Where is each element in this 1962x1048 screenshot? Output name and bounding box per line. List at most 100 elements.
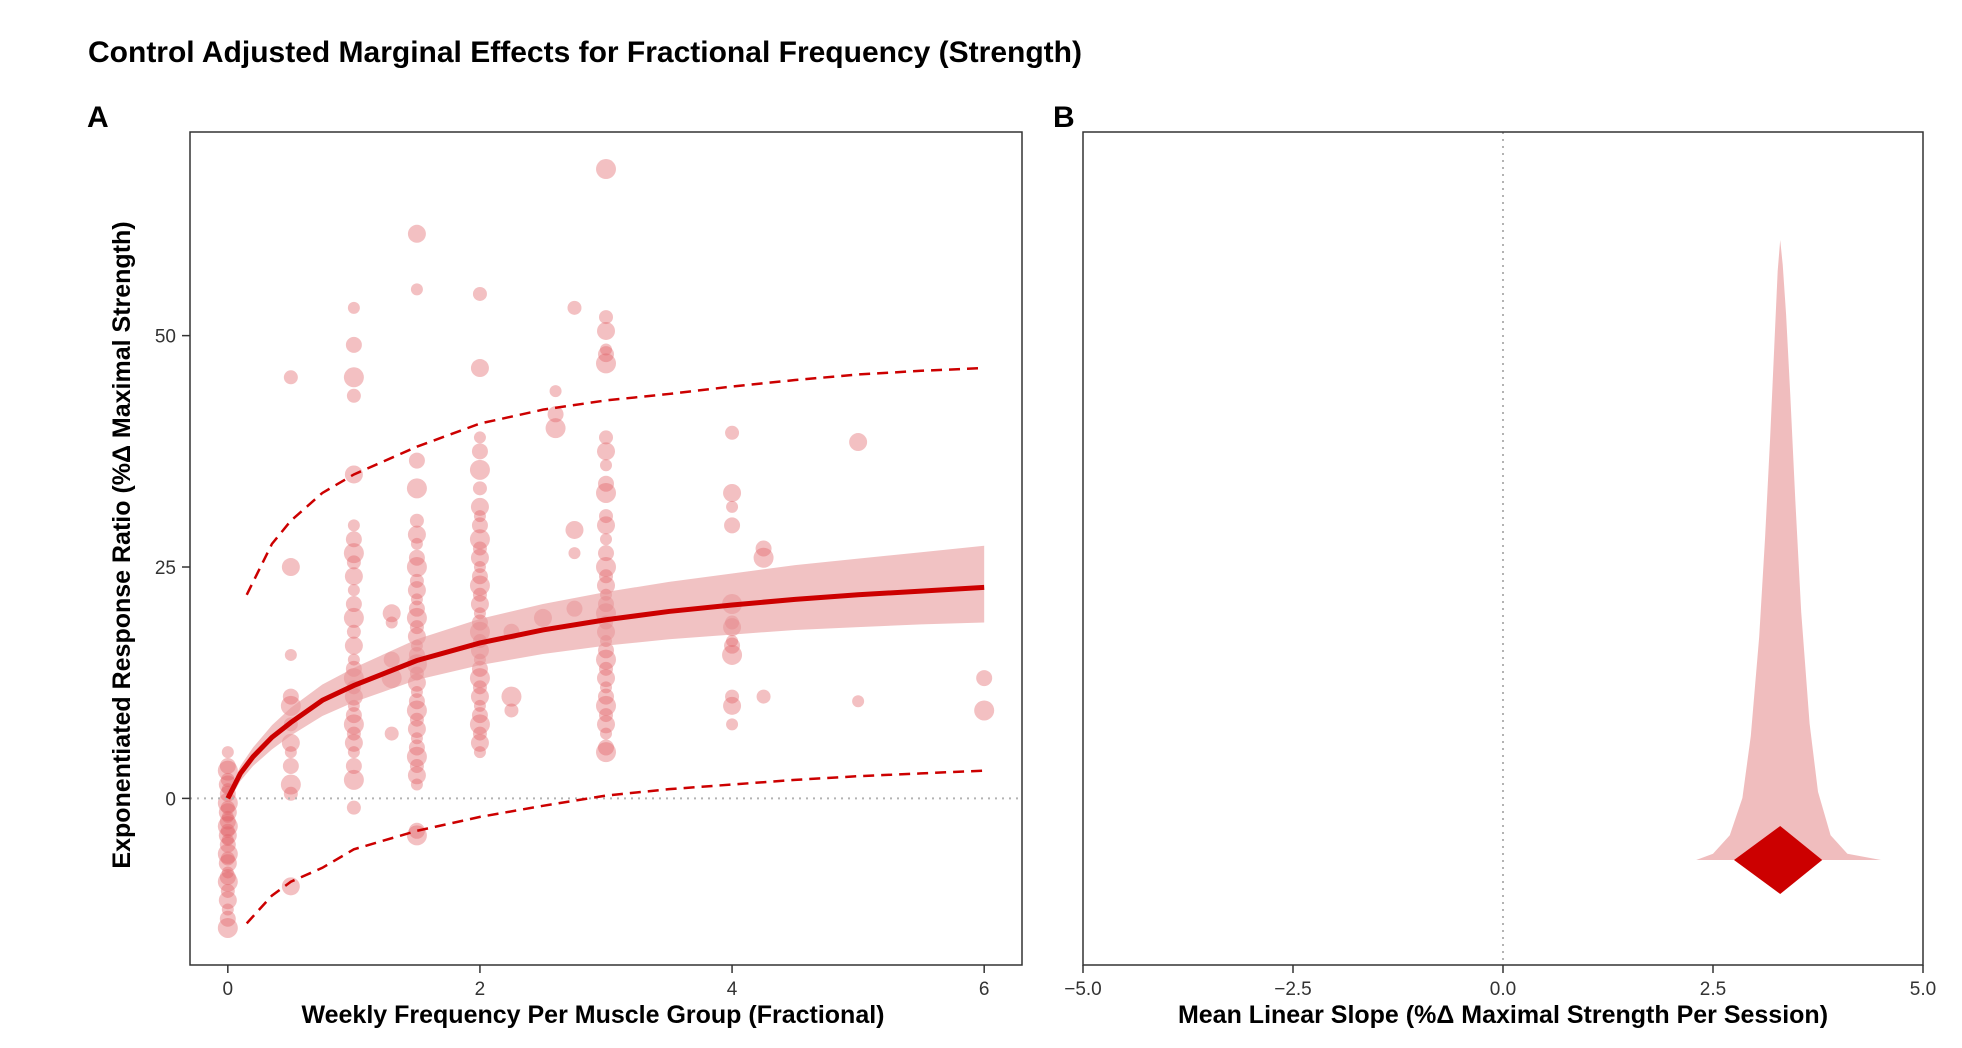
data-point xyxy=(347,653,360,666)
data-point xyxy=(725,689,740,704)
data-point xyxy=(598,739,614,756)
panel-b-x-axis-title: Mean Linear Slope (%Δ Maximal Strength P… xyxy=(1178,1001,1828,1029)
data-point xyxy=(409,513,424,528)
figure-title: Control Adjusted Marginal Effects for Fr… xyxy=(88,36,1082,69)
data-point xyxy=(598,346,614,363)
data-point xyxy=(346,388,361,403)
posterior-density xyxy=(1696,240,1881,860)
data-point xyxy=(407,525,426,544)
panel-b: −5.0 −2.5 0.0 2.5 5.0 Mean Linear Slope (%Δ … xyxy=(1064,131,1936,1029)
data-point xyxy=(347,584,360,597)
data-point xyxy=(406,746,427,767)
data-point xyxy=(219,910,236,927)
data-point xyxy=(722,644,743,665)
panel-a-x-axis-title: Weekly Frequency Per Muscle Group (Fract… xyxy=(301,1001,884,1029)
data-point xyxy=(346,800,361,815)
data-point xyxy=(221,810,234,823)
x-tick-label: 2.5 xyxy=(1700,979,1726,1000)
data-point xyxy=(283,370,298,385)
data-point xyxy=(408,822,425,839)
fitted-curve xyxy=(225,584,985,800)
data-point xyxy=(473,431,486,444)
data-point xyxy=(470,687,489,706)
data-point xyxy=(974,700,995,721)
data-point xyxy=(470,595,489,614)
data-point xyxy=(599,509,613,524)
data-point xyxy=(283,786,298,801)
data-point xyxy=(409,620,424,635)
data-point xyxy=(469,668,490,689)
data-point xyxy=(218,854,237,873)
data-point xyxy=(347,519,360,532)
data-point xyxy=(600,533,612,546)
data-point xyxy=(599,661,613,676)
panel-a-frame xyxy=(189,131,1023,966)
data-point xyxy=(347,746,360,759)
x-tick-label: 5.0 xyxy=(1910,979,1936,1000)
data-point xyxy=(597,442,615,461)
data-point xyxy=(347,301,360,314)
data-point xyxy=(724,517,741,534)
data-point xyxy=(598,475,614,492)
data-point xyxy=(408,739,425,756)
data-point xyxy=(284,746,297,759)
data-point xyxy=(470,733,489,752)
data-point xyxy=(471,443,488,460)
data-point xyxy=(406,557,427,578)
data-point xyxy=(596,742,616,763)
data-point xyxy=(409,759,424,774)
data-point xyxy=(849,433,868,452)
data-point xyxy=(410,685,423,698)
data-point xyxy=(407,581,426,600)
data-point xyxy=(473,510,486,523)
data-point xyxy=(473,699,486,712)
data-point xyxy=(755,540,772,557)
data-point xyxy=(725,425,740,440)
data-point xyxy=(598,642,614,659)
data-point xyxy=(221,866,234,879)
data-point xyxy=(408,549,425,566)
data-point xyxy=(469,529,490,550)
data-point xyxy=(597,669,615,688)
data-point xyxy=(343,714,364,735)
data-point xyxy=(723,696,742,715)
data-point xyxy=(471,707,488,724)
data-point xyxy=(284,648,297,661)
data-point xyxy=(406,700,427,721)
panel-b-x-axis: −5.0 −2.5 0.0 2.5 5.0 xyxy=(1064,965,1936,1000)
data-point xyxy=(470,359,489,378)
panel-a-tag: A xyxy=(87,101,109,134)
data-point xyxy=(726,718,739,731)
y-tick-label: 25 xyxy=(155,558,176,579)
data-point xyxy=(471,517,488,534)
data-point xyxy=(410,283,423,296)
data-point xyxy=(219,869,236,886)
data-point xyxy=(217,760,238,781)
x-tick-label: 6 xyxy=(979,979,990,1000)
x-tick-label: −5.0 xyxy=(1064,979,1102,1000)
data-point xyxy=(598,688,614,705)
data-point xyxy=(504,703,519,718)
data-point xyxy=(407,224,426,243)
data-point xyxy=(410,537,423,550)
data-point xyxy=(600,459,612,472)
data-point xyxy=(597,321,615,340)
data-point xyxy=(473,746,486,759)
data-point xyxy=(568,547,581,560)
data-point xyxy=(220,851,235,866)
data-point xyxy=(597,715,615,734)
data-point xyxy=(470,548,489,567)
data-point xyxy=(756,689,771,704)
data-point xyxy=(409,573,424,588)
data-point xyxy=(217,816,238,837)
data-point xyxy=(219,836,236,853)
data-point xyxy=(501,686,522,707)
data-point xyxy=(217,871,238,892)
y-tick-label: 0 xyxy=(165,789,176,810)
data-point xyxy=(344,733,363,752)
data-point xyxy=(976,670,993,687)
data-point xyxy=(221,746,234,759)
data-point xyxy=(385,616,398,629)
data-point xyxy=(343,607,364,628)
